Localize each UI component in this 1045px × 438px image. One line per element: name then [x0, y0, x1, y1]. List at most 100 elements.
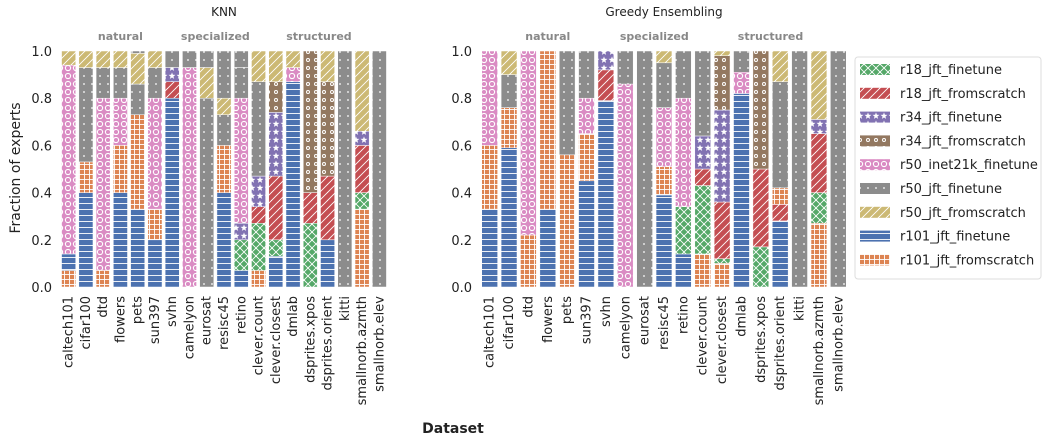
legend-swatch — [860, 64, 890, 75]
x-axis-label: Dataset — [422, 421, 484, 437]
bar-segment-r18-jft-fromscratch — [354, 145, 370, 193]
bar-segment-r18-jft-fromscratch — [713, 201, 731, 259]
x-tick-label: flowers — [541, 296, 556, 343]
y-tick-label: 0.0 — [31, 281, 52, 296]
bar-segment-r18-jft-fromscratch — [320, 175, 335, 241]
bar-segment-r18-jft-finetune — [675, 206, 692, 255]
chart-title: Greedy Ensembling — [605, 5, 722, 19]
legend-item-r101-jft-fromscratch: r101_jft_fromscratch — [860, 253, 1034, 268]
bar-segment-r50-jft-finetune — [251, 81, 266, 177]
legend-swatch — [860, 111, 890, 123]
bar-segment-r101-jft-fromscratch — [61, 270, 76, 288]
bar-segment-r50-jft-fromscratch — [320, 50, 335, 82]
bar-segment-r50-jft-finetune — [772, 81, 789, 189]
bar-segment-r50-jft-fromscratch — [251, 50, 266, 82]
bar-segment-r50-jft-finetune — [233, 50, 249, 68]
legend-swatch — [860, 159, 890, 171]
bar-segment-r50-jft-fromscratch — [268, 50, 284, 82]
x-tick-label: clever.count — [696, 296, 711, 375]
bar-segment-r50-jft-finetune — [500, 74, 518, 108]
x-tick-label: svhn — [599, 296, 614, 327]
legend-item-r34-jft-finetune: r34_jft_finetune — [860, 111, 1002, 126]
x-tick-label: dsprites.orient — [321, 296, 336, 390]
bar-segment-r18-jft-fromscratch — [302, 192, 318, 224]
bar-segment-r18-jft-finetune — [810, 192, 828, 224]
x-tick-label: clever.count — [252, 296, 267, 375]
bar-segment-r50-inet21k-finetune — [655, 107, 673, 167]
bar-segment-r50-jft-fromscratch — [147, 50, 163, 68]
bar-segment-r101-jft-finetune — [597, 100, 615, 288]
legend-item-r50-jft-finetune: r50_jft_finetune — [860, 182, 1002, 197]
bar-segment-r50-jft-finetune — [337, 50, 353, 288]
bar-segment-r50-inet21k-finetune — [617, 83, 634, 288]
bar-segment-r50-jft-finetune — [216, 50, 232, 99]
legend-item-r18-jft-fromscratch: r18_jft_fromscratch — [860, 87, 1026, 102]
bar-segment-r50-inet21k-finetune — [147, 97, 163, 210]
bar-segment-r101-jft-finetune — [539, 208, 556, 288]
x-tick-label: retino — [234, 296, 249, 334]
bar-segment-r50-inet21k-finetune — [182, 67, 197, 288]
bar-segment-r50-jft-finetune — [164, 50, 180, 68]
bar-segment-r101-jft-fromscratch — [713, 263, 731, 288]
bar-segment-r101-jft-finetune — [772, 220, 789, 288]
x-tick-label: dsprites.xpos — [303, 296, 318, 383]
bar-segment-r50-jft-fromscratch — [199, 67, 215, 99]
bar-segment-r101-jft-fromscratch — [354, 208, 370, 288]
bar-segment-r101-jft-fromscratch — [95, 270, 111, 288]
group-label: structured — [286, 30, 351, 43]
bar-segment-r50-jft-fromscratch — [354, 50, 370, 132]
bar-segment-r18-jft-fromscratch — [164, 81, 180, 99]
y-tick-label: 0.0 — [451, 281, 472, 296]
x-tick-label: dtd — [521, 296, 536, 318]
bar-segment-r50-inet21k-finetune — [733, 71, 750, 94]
bar-segment-r50-inet21k-finetune — [285, 67, 301, 82]
x-tick-label: cifar100 — [502, 296, 517, 349]
bar-segment-r50-jft-finetune — [372, 50, 387, 288]
y-tick-label: 0.4 — [31, 187, 52, 202]
bar-segment-r50-jft-fromscratch — [113, 50, 128, 68]
bar-segment-r101-jft-finetune — [285, 81, 301, 288]
bar-segment-r101-jft-finetune — [481, 208, 498, 288]
bar-segment-r18-jft-finetune — [354, 192, 370, 210]
bar-segment-r34-jft-finetune — [233, 223, 249, 241]
bar-segment-r101-jft-finetune — [61, 253, 76, 271]
bar-segment-r50-jft-fromscratch — [772, 50, 789, 82]
bar-segment-r34-jft-finetune — [694, 135, 711, 170]
bar-segment-r50-jft-finetune — [694, 50, 711, 137]
x-tick-label: smallnorb.elev — [372, 296, 387, 392]
bar-segment-r50-jft-fromscratch — [285, 50, 301, 68]
bar-segment-r101-jft-fromscratch — [810, 223, 828, 288]
legend-swatch — [860, 87, 890, 99]
legend-label: r50_jft_fromscratch — [900, 206, 1026, 221]
y-tick-label: 0.4 — [451, 187, 472, 202]
bar-segment-r18-jft-fromscratch — [772, 204, 789, 222]
x-tick-label: resisc45 — [217, 296, 232, 350]
group-label: specialized — [181, 30, 250, 43]
legend-label: r101_jft_finetune — [900, 230, 1010, 245]
bar-segment-r101-jft-finetune — [655, 194, 673, 288]
legend-frame — [854, 56, 1042, 280]
bar-segment-r18-jft-finetune — [251, 223, 266, 271]
x-tick-label: smallnorb.azmth — [812, 296, 827, 405]
bar-segment-r50-jft-finetune — [182, 50, 197, 68]
legend-label: r50_inet21k_finetune — [900, 158, 1038, 173]
y-tick-label: 0.2 — [31, 234, 52, 249]
bar-segment-r101-jft-finetune — [216, 192, 232, 288]
bar-segment-r101-jft-fromscratch — [147, 208, 163, 241]
bar-segment-r101-jft-fromscratch — [500, 107, 518, 149]
x-tick-label: eurosat — [200, 296, 215, 345]
group-label: natural — [98, 30, 143, 43]
bar-segment-r101-jft-finetune — [733, 93, 750, 288]
legend-swatch — [860, 254, 890, 266]
bar-segment-r50-jft-fromscratch — [500, 50, 518, 75]
bar-segment-r34-jft-finetune — [597, 50, 615, 71]
chart-panel-knn: 0.0 0.2 0.4 0.6 0.8 1.0 KNN natural specialized s… — [31, 5, 388, 405]
bar-segment-r18-jft-fromscratch — [752, 168, 770, 248]
bar-segment-r50-inet21k-finetune — [578, 97, 595, 134]
bar-segment-r34-jft-finetune — [810, 119, 828, 134]
bar-segment-r50-jft-fromscratch — [95, 50, 111, 68]
legend-label: r34_jft_finetune — [900, 111, 1002, 126]
bar-segment-r50-jft-finetune — [830, 50, 847, 288]
bar-segment-r34-jft-finetune — [164, 67, 180, 82]
